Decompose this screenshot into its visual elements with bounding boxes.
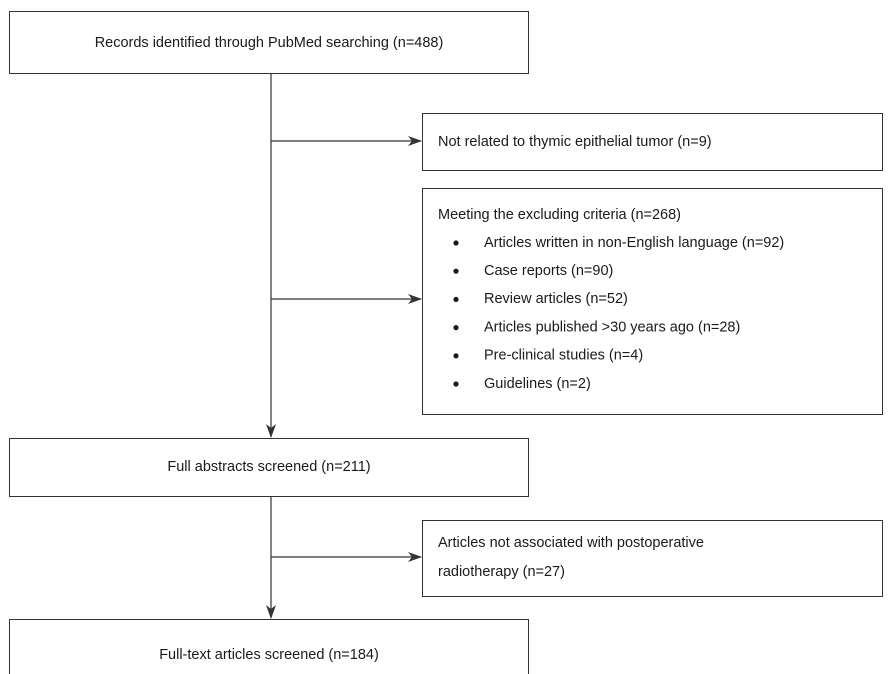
box-label: radiotherapy (n=27)	[438, 564, 565, 580]
bullet-text: Case reports (n=90)	[484, 263, 613, 279]
box	[9, 619, 529, 674]
box-label: Meeting the excluding criteria (n=268)	[438, 207, 681, 223]
box	[422, 113, 883, 171]
bullet	[453, 240, 459, 246]
bullet	[453, 381, 459, 387]
bullet	[453, 296, 459, 302]
bullet	[453, 353, 459, 359]
bullet-text: Articles written in non-English language…	[484, 235, 784, 251]
box-label: Articles not associated with postoperati…	[438, 535, 704, 551]
bullet-text: Pre-clinical studies (n=4)	[484, 348, 643, 364]
box	[422, 520, 883, 597]
box-label: Full abstracts screened (n=211)	[167, 459, 370, 475]
box-label: Records identified through PubMed search…	[95, 35, 444, 51]
bullet-text: Review articles (n=52)	[484, 291, 628, 307]
box	[422, 188, 883, 415]
bullet	[453, 325, 459, 331]
box-label: Full-text articles screened (n=184)	[159, 647, 379, 663]
bullet	[453, 268, 459, 274]
box-label: Not related to thymic epithelial tumor (…	[438, 134, 712, 150]
bullet-text: Guidelines (n=2)	[484, 376, 591, 392]
box	[9, 11, 529, 74]
box	[9, 438, 529, 497]
bullet-text: Articles published >30 years ago (n=28)	[484, 319, 740, 335]
bullet-list: Articles written in non-English language…	[453, 235, 784, 392]
